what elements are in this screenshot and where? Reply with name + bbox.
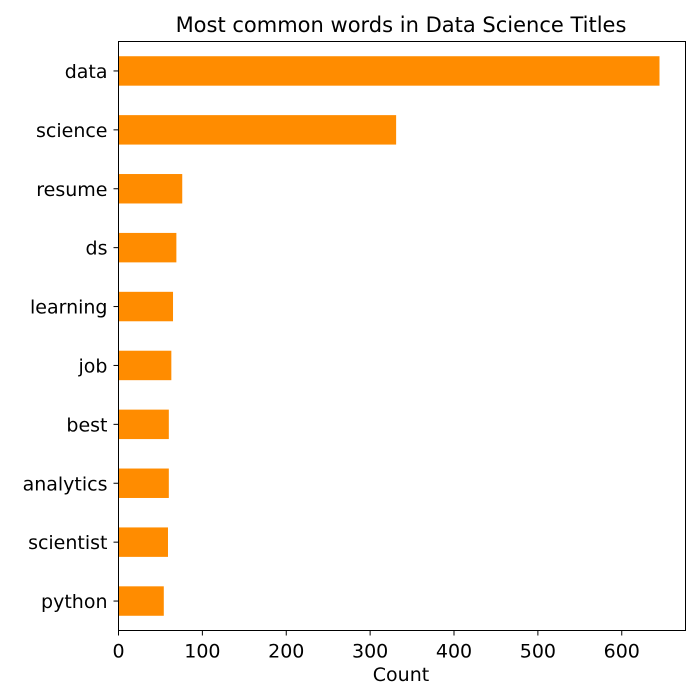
x-tick-label: 600: [604, 641, 640, 663]
bar-scientist: [118, 527, 168, 557]
category-label-job: job: [78, 355, 108, 377]
bar-resume: [118, 174, 183, 204]
bars-group: [118, 56, 660, 616]
bar-learning: [118, 291, 174, 322]
bar-best: [118, 409, 169, 440]
bar-python: [118, 586, 164, 616]
bar-analytics: [118, 468, 169, 498]
category-label-science: science: [36, 120, 108, 142]
x-tick-label: 0: [112, 641, 124, 663]
category-label-best: best: [66, 414, 107, 436]
x-tick-label: 400: [436, 641, 472, 663]
category-label-data: data: [65, 61, 108, 83]
bar-science: [118, 115, 397, 145]
category-label-python: python: [41, 591, 107, 613]
x-tick-label: 300: [352, 641, 388, 663]
category-label-learning: learning: [30, 297, 108, 319]
category-label-analytics: analytics: [23, 473, 108, 495]
category-label-ds: ds: [86, 238, 108, 260]
bar-ds: [118, 232, 177, 263]
bar-data: [118, 56, 660, 86]
x-tick-label: 100: [184, 641, 220, 663]
category-labels: data science resume ds learning job best analyt…: [23, 61, 119, 613]
chart-title: Most common words in Data Science Titles: [176, 13, 627, 37]
bar-job: [118, 350, 172, 381]
category-label-resume: resume: [36, 179, 107, 201]
category-label-scientist: scientist: [28, 532, 107, 554]
x-tick-label: 200: [268, 641, 304, 663]
x-axis-ticks: 0 100 200 300 400 500 600: [112, 630, 640, 663]
x-tick-label: 500: [520, 641, 556, 663]
plot-frame: [118, 41, 686, 631]
x-axis-label: Count: [373, 664, 429, 686]
